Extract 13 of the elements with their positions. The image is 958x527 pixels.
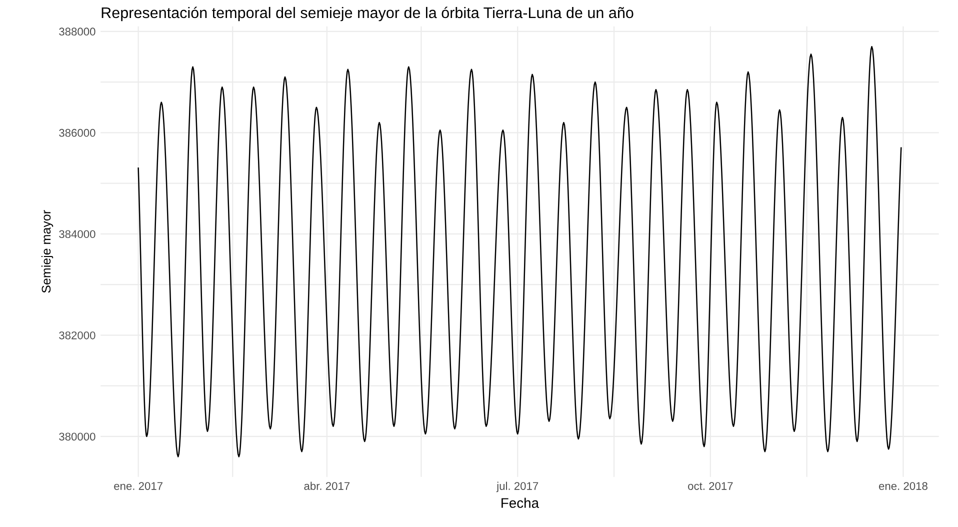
y-axis-title: Semieje mayor — [41, 210, 54, 293]
x-tick-label: ene. 2017 — [114, 482, 162, 490]
x-tick-label: jul. 2017 — [496, 482, 538, 492]
y-tick-label: 382000 — [59, 331, 96, 340]
y-tick-label: 380000 — [59, 432, 96, 441]
x-tick-label: abr. 2017 — [304, 482, 350, 490]
x-axis-title: Fecha — [502, 498, 540, 508]
y-tick-label: 384000 — [59, 230, 96, 238]
x-tick-label: ene. 2018 — [878, 482, 928, 490]
y-tick-label: 386000 — [59, 128, 96, 137]
x-tick-label: oct. 2017 — [688, 482, 733, 490]
y-tick-label: 388000 — [59, 28, 96, 36]
chart-title: Representación temporal del semieje mayor de la órbita Tierra-Luna de un año — [102, 6, 634, 22]
